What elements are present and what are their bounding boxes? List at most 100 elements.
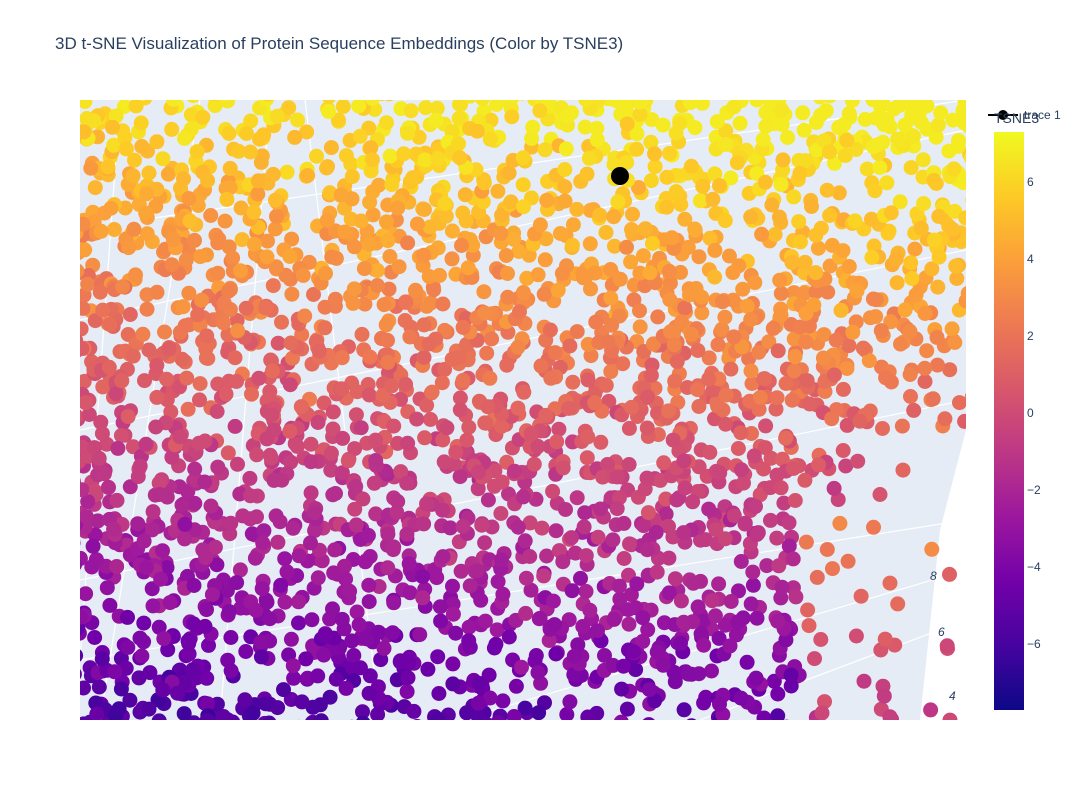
data-point	[187, 461, 203, 477]
data-point	[744, 426, 759, 441]
data-point	[399, 684, 415, 700]
data-point	[623, 254, 639, 270]
data-point	[263, 100, 274, 102]
data-point	[470, 464, 486, 480]
data-point	[299, 124, 315, 140]
data-point	[243, 488, 258, 504]
data-point	[772, 272, 788, 288]
data-point	[749, 526, 765, 542]
data-point	[176, 706, 192, 720]
data-point	[151, 619, 167, 635]
colorbar-tick-label: 6	[1027, 175, 1034, 190]
data-point	[452, 469, 468, 485]
data-point	[433, 613, 449, 629]
legend[interactable]: trace 1	[988, 106, 1061, 124]
data-point	[398, 376, 414, 392]
data-point	[480, 399, 496, 415]
data-point	[263, 352, 279, 368]
data-point	[469, 563, 485, 579]
highlight-marker[interactable]	[611, 167, 629, 185]
data-point	[923, 702, 939, 718]
data-point	[210, 265, 226, 281]
data-point	[798, 534, 814, 550]
data-point	[362, 349, 378, 365]
data-point	[530, 267, 546, 283]
data-point	[295, 267, 311, 283]
data-point	[748, 498, 763, 514]
data-point	[232, 263, 248, 279]
data-point	[230, 323, 246, 339]
data-point	[607, 238, 622, 254]
data-point	[717, 213, 733, 229]
data-point	[801, 618, 817, 634]
data-point	[774, 579, 790, 595]
data-point	[557, 179, 573, 195]
data-point	[612, 591, 628, 607]
data-point	[386, 539, 402, 555]
data-point	[179, 370, 195, 386]
data-point	[181, 646, 197, 662]
data-point	[853, 588, 869, 604]
data-point	[931, 208, 947, 224]
scatter-plot-svg[interactable]	[80, 100, 966, 720]
data-point	[253, 649, 269, 665]
data-point	[227, 418, 243, 434]
data-point	[380, 233, 396, 249]
data-point	[514, 659, 529, 675]
data-point	[743, 363, 759, 379]
data-point	[80, 242, 93, 258]
scatter-3d-scene[interactable]	[80, 100, 966, 720]
data-point	[498, 248, 514, 263]
data-point	[908, 287, 924, 303]
data-point	[101, 479, 116, 495]
data-point	[336, 621, 352, 637]
data-point	[244, 386, 259, 402]
data-point	[718, 387, 734, 403]
data-point	[369, 263, 385, 278]
data-point	[93, 414, 109, 430]
data-point	[773, 480, 789, 496]
data-point	[282, 377, 298, 393]
data-point	[781, 538, 797, 554]
data-point	[348, 479, 364, 494]
data-point	[125, 348, 141, 364]
data-point	[501, 629, 517, 645]
data-point	[690, 343, 706, 358]
data-point	[473, 592, 489, 608]
data-point	[828, 332, 844, 348]
data-point	[445, 676, 461, 692]
data-point	[743, 596, 759, 612]
data-point	[875, 421, 890, 436]
data-point	[470, 695, 486, 711]
data-point	[536, 286, 552, 302]
data-point	[380, 354, 396, 370]
data-point	[482, 131, 498, 147]
data-point	[270, 534, 286, 550]
colorbar-title: TSNE3	[994, 110, 1040, 126]
data-point	[539, 192, 555, 208]
data-point	[187, 232, 202, 248]
data-point	[176, 171, 191, 187]
data-point	[366, 475, 382, 491]
data-point	[667, 674, 683, 690]
data-point	[489, 622, 505, 638]
data-point	[773, 285, 789, 301]
data-point	[712, 696, 727, 712]
data-point	[139, 186, 154, 202]
data-point	[569, 324, 585, 340]
data-point	[543, 370, 559, 386]
data-point	[755, 132, 771, 147]
legend-entry-trace-1[interactable]: trace 1	[1024, 108, 1061, 122]
data-point	[134, 139, 150, 154]
data-point	[621, 457, 637, 472]
data-point	[848, 628, 864, 644]
data-point	[725, 265, 741, 281]
data-point	[650, 309, 666, 325]
data-point	[861, 353, 877, 369]
data-point	[102, 317, 118, 332]
data-point	[334, 465, 350, 481]
data-point	[451, 136, 466, 152]
data-point	[133, 115, 149, 131]
data-point	[947, 203, 963, 219]
data-point	[798, 305, 814, 321]
